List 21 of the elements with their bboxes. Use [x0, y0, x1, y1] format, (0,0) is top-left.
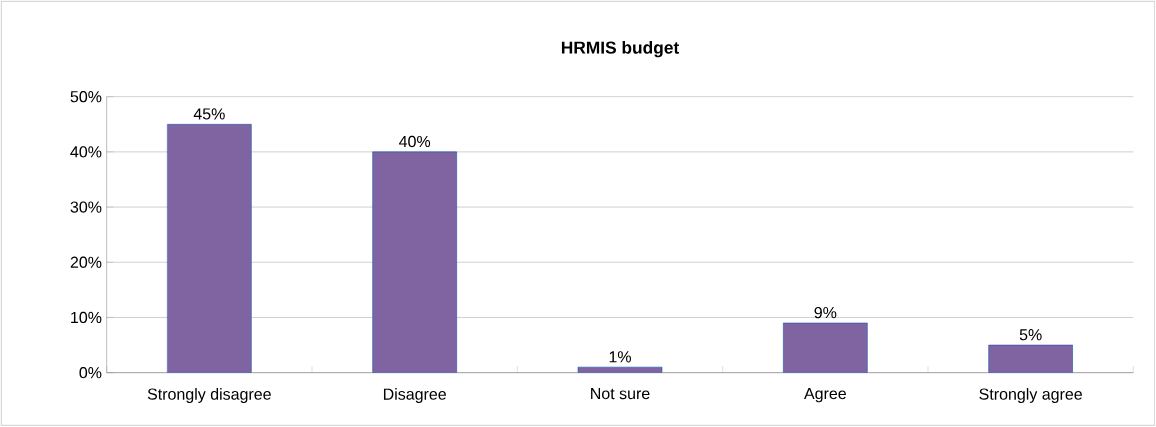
y-tick-label: 50% — [70, 91, 102, 103]
bar — [988, 344, 1073, 373]
y-tick-label: 30% — [70, 201, 102, 213]
x-tick-label: Strongly agree — [979, 388, 1082, 404]
data-label: 45% — [193, 108, 225, 120]
bar — [783, 322, 868, 373]
data-label: 1% — [609, 351, 631, 363]
x-tick-label: Not sure — [591, 388, 650, 400]
y-tick-label: 20% — [70, 256, 102, 269]
data-label: 40% — [399, 136, 431, 148]
y-tick-label: 0% — [79, 367, 102, 379]
bar — [372, 151, 457, 373]
chart-title: HRMIS budget — [561, 41, 679, 58]
data-label: 5% — [1019, 329, 1042, 341]
x-tick-label: Strongly disagree — [147, 388, 271, 404]
data-label: 9% — [814, 307, 837, 319]
y-tick-label: 10% — [71, 311, 102, 324]
x-tick-label: Agree — [804, 388, 846, 403]
bar — [167, 124, 252, 373]
x-tick-label: Disagree — [383, 388, 446, 404]
y-tick-label: 40% — [70, 146, 102, 158]
